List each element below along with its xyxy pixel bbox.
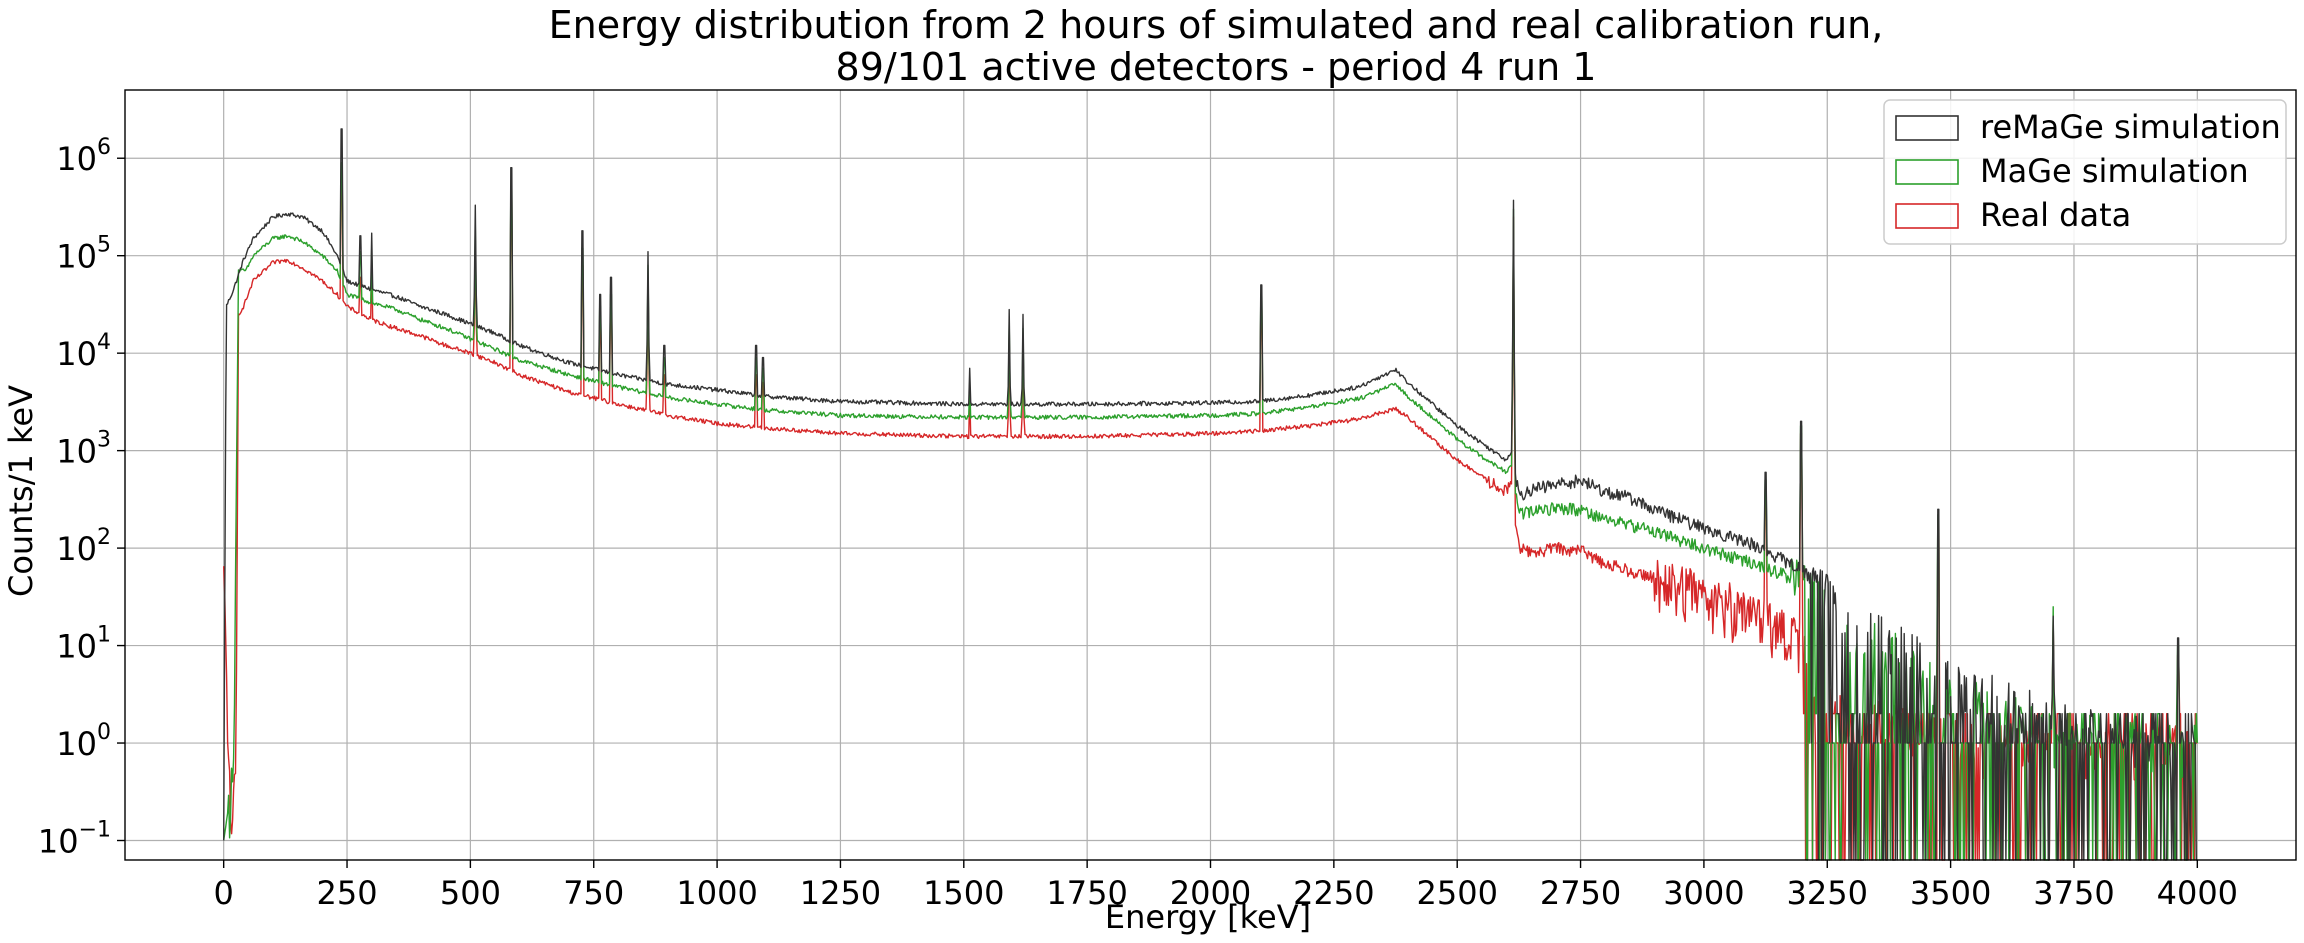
plot-layer xyxy=(223,128,2198,861)
legend-label-2: MaGe simulation xyxy=(1980,152,2249,190)
x-tick-label: 3500 xyxy=(1910,874,1991,912)
x-tick-label: 4000 xyxy=(2157,874,2238,912)
x-tick-label: 3000 xyxy=(1663,874,1744,912)
x-tick-label: 250 xyxy=(316,874,377,912)
y-tick-label: 105 xyxy=(56,233,111,276)
x-axis-label: Energy [keV] xyxy=(1105,898,1311,936)
x-tick-label: 2750 xyxy=(1540,874,1621,912)
x-tick-label: 1500 xyxy=(923,874,1004,912)
x-tick-label: 1000 xyxy=(676,874,757,912)
series-line-remage xyxy=(223,128,2198,861)
x-tick-label: 2000 xyxy=(1170,874,1251,912)
x-tick-label: 2500 xyxy=(1416,874,1497,912)
legend-swatch-3 xyxy=(1895,203,1959,229)
y-tick-label: 10−1 xyxy=(38,818,111,861)
x-tick-label: 750 xyxy=(563,874,624,912)
x-tick-label: 2250 xyxy=(1293,874,1374,912)
legend-label-1: reMaGe simulation xyxy=(1980,108,2281,146)
tick-layer: 0 250 500 750 1000 1250 1500 1750 2000 2250 2500 27… xyxy=(38,135,2238,912)
y-tick-label: 106 xyxy=(56,135,111,178)
x-tick-label: 1250 xyxy=(800,874,881,912)
x-tick-label: 3250 xyxy=(1787,874,1868,912)
y-tick-label: 101 xyxy=(56,623,111,666)
chart-subtitle: 89/101 active detectors - period 4 run 1 xyxy=(836,45,1597,89)
x-tick-label: 0 xyxy=(214,874,234,912)
y-axis-label: Counts/1 keV xyxy=(2,385,40,597)
legend: reMaGe simulation MaGe simulation Real dat… xyxy=(1883,99,2287,245)
chart-title: Energy distribution from 2 hours of simu… xyxy=(549,3,1884,47)
y-tick-label: 104 xyxy=(56,330,111,373)
legend-swatch-1 xyxy=(1895,115,1959,141)
x-tick-label: 500 xyxy=(440,874,501,912)
legend-box xyxy=(1883,99,2287,245)
y-tick-label: 100 xyxy=(56,720,111,763)
y-tick-label: 103 xyxy=(56,428,111,471)
x-tick-label: 3750 xyxy=(2033,874,2114,912)
legend-label-3: Real data xyxy=(1980,196,2131,234)
series-line-mage xyxy=(223,162,2198,861)
legend-swatch-2 xyxy=(1895,159,1959,185)
x-tick-label: 1750 xyxy=(1046,874,1127,912)
y-tick-label: 102 xyxy=(56,525,111,568)
